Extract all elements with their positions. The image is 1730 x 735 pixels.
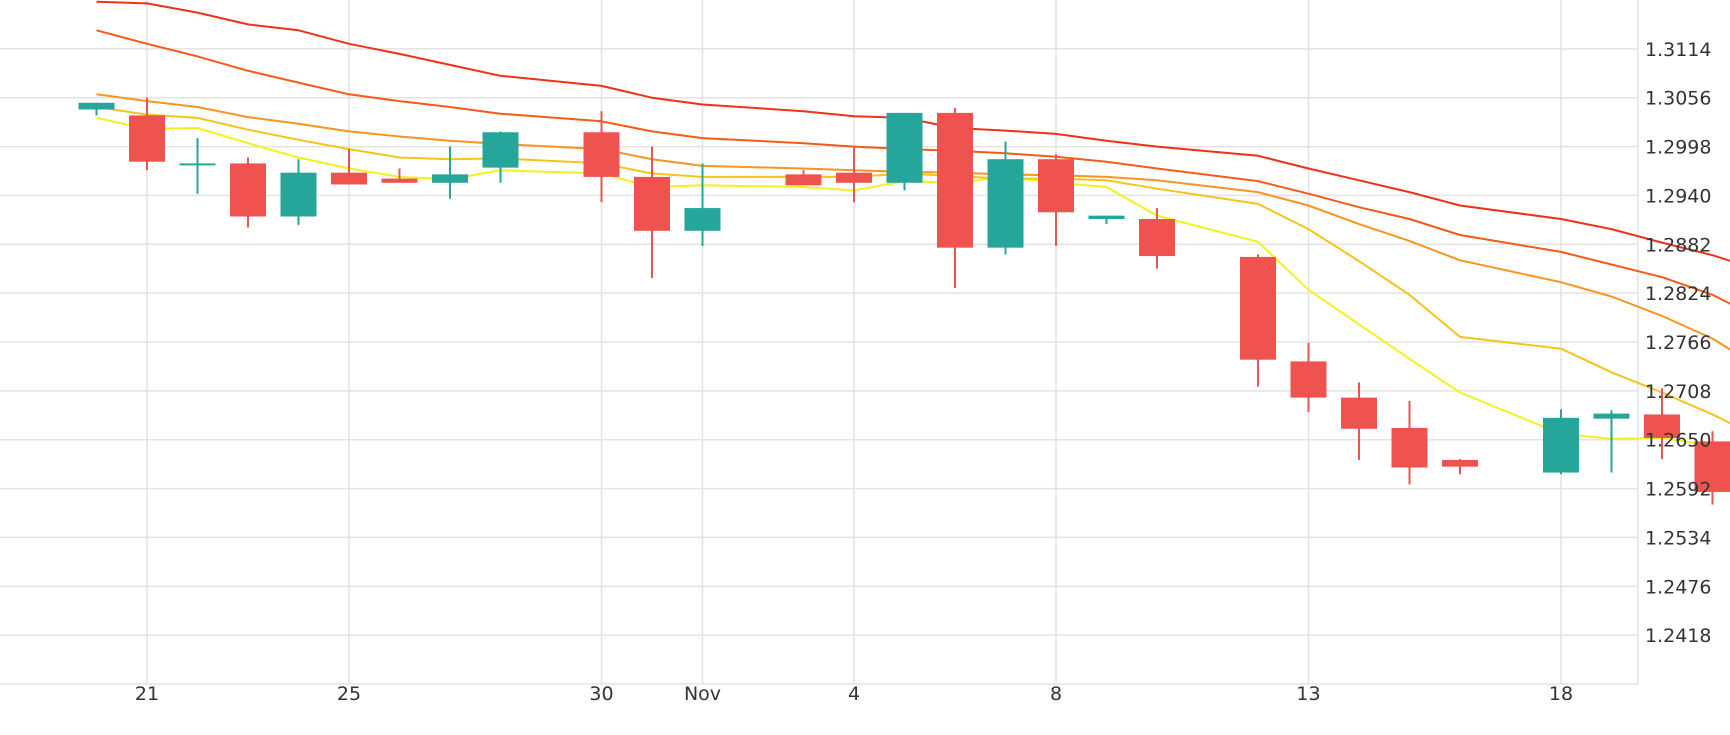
- candle-body: [382, 179, 418, 183]
- candle-body: [988, 159, 1024, 247]
- candle-body: [1543, 418, 1579, 473]
- candle-body: [129, 115, 165, 161]
- candle-body: [786, 174, 822, 185]
- y-tick-label: 1.2476: [1645, 576, 1711, 598]
- x-tick-label: 25: [337, 683, 361, 705]
- y-tick-label: 1.2418: [1645, 625, 1711, 647]
- candle-body: [281, 173, 317, 217]
- candle-body: [1392, 428, 1428, 468]
- y-tick-label: 1.2534: [1645, 527, 1711, 549]
- x-tick-label: 30: [589, 683, 613, 705]
- candle-body: [937, 113, 973, 248]
- y-tick-label: 1.2998: [1645, 137, 1711, 159]
- candle-body: [887, 113, 923, 183]
- candle-body: [180, 163, 216, 165]
- candle-body: [1038, 159, 1074, 212]
- moving-average-layer: [97, 2, 1730, 461]
- candle-body: [685, 208, 721, 231]
- candle-layer: [79, 98, 1730, 579]
- x-tick-label: 18: [1549, 683, 1573, 705]
- y-tick-label: 1.2592: [1645, 479, 1711, 501]
- candle-body: [1139, 219, 1175, 256]
- candle-body: [432, 174, 468, 182]
- y-tick-label: 1.2650: [1645, 430, 1711, 452]
- y-tick-label: 1.3056: [1645, 88, 1711, 110]
- x-tick-label: Nov: [684, 683, 721, 705]
- candle-body: [483, 132, 519, 167]
- y-tick-label: 1.2708: [1645, 381, 1711, 403]
- candle-body: [1240, 257, 1276, 360]
- candle-body: [1594, 414, 1630, 419]
- candle-body: [1341, 398, 1377, 429]
- x-tick-label: 8: [1050, 683, 1062, 705]
- candle-body: [331, 173, 367, 185]
- x-tick-label: 21: [135, 683, 159, 705]
- y-tick-label: 1.2824: [1645, 283, 1711, 305]
- candle-body: [230, 163, 266, 216]
- candle-body: [79, 103, 115, 110]
- x-tick-label: 13: [1296, 683, 1320, 705]
- x-tick-label: 4: [848, 683, 860, 705]
- y-tick-label: 1.2882: [1645, 234, 1711, 256]
- candle-body: [634, 177, 670, 231]
- grid-layer: [0, 0, 1730, 684]
- candle-body: [1291, 361, 1327, 397]
- candle-body: [1442, 460, 1478, 467]
- y-tick-label: 1.3114: [1645, 39, 1711, 61]
- y-tick-label: 1.2940: [1645, 185, 1711, 207]
- y-tick-label: 1.2766: [1645, 332, 1711, 354]
- candle-body: [836, 173, 872, 183]
- candle-body: [584, 132, 620, 177]
- candle-body: [1089, 216, 1125, 219]
- axis-layer: 1.3114 1.3056 1.2998 1.2940 1.2882 1.2824 1.27…: [135, 39, 1730, 705]
